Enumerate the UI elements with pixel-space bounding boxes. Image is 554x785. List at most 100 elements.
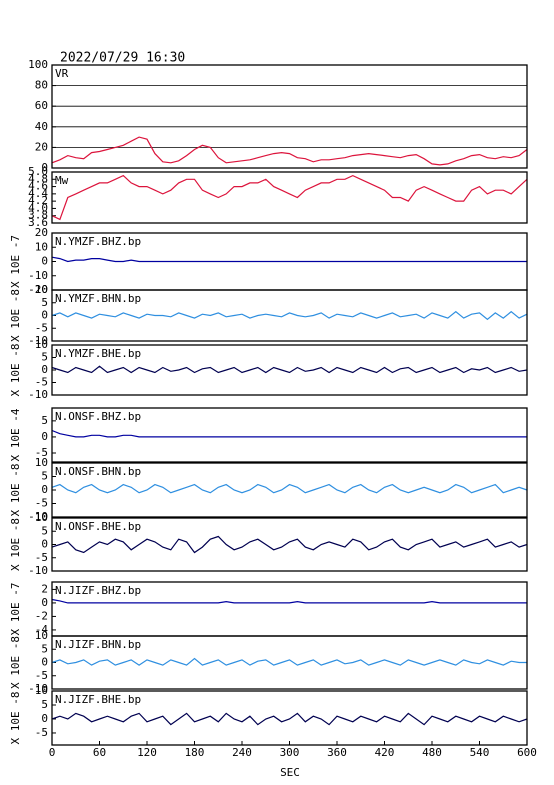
y-tick-label: 5	[41, 351, 48, 364]
panel-label: N.YMZF.BHN.bp	[55, 292, 141, 305]
panel-label: N.ONSF.BHN.bp	[55, 465, 141, 478]
panel-frame	[51, 407, 528, 463]
trace	[51, 174, 528, 221]
y-axis-label: X 10E -8	[9, 289, 22, 342]
y-axis-label: X 10E -7	[9, 235, 22, 288]
y-tick-label: 0	[41, 255, 48, 268]
trace	[51, 136, 528, 166]
panel-label: N.JIZF.BHN.bp	[55, 638, 141, 651]
y-tick-label: 0	[41, 430, 48, 443]
y-tick-label: -5	[35, 497, 48, 510]
trace	[51, 256, 527, 263]
y-tick-label: 40	[35, 120, 48, 133]
y-tick-label: 60	[35, 99, 48, 112]
trace	[51, 712, 528, 726]
x-tick-label: 300	[280, 746, 300, 759]
y-axis-label: X 10E -4	[9, 408, 22, 461]
panel-label: N.YMZF.BHE.bp	[55, 347, 141, 360]
x-tick-label: 60	[93, 746, 106, 759]
panel-label: N.JIZF.BHE.bp	[55, 693, 141, 706]
panel-label: N.ONSF.BHZ.bp	[55, 410, 141, 423]
x-tick-label: 540	[470, 746, 490, 759]
y-tick-label: 0	[41, 309, 48, 322]
trace	[51, 365, 528, 374]
y-tick-label: 4.2	[28, 194, 48, 207]
trace	[51, 657, 527, 666]
y-tick-label: 5.0	[28, 165, 48, 178]
y-tick-label: 5	[41, 296, 48, 309]
y-tick-label: 2	[41, 582, 48, 595]
panel-frame	[51, 635, 528, 690]
trace	[51, 429, 527, 438]
x-axis-label: SEC	[280, 766, 300, 779]
trace	[51, 535, 528, 554]
y-tick-label: -10	[28, 334, 48, 347]
panel-frame	[51, 462, 528, 518]
y-tick-label: -10	[28, 682, 48, 695]
y-tick-label: 80	[35, 79, 48, 92]
panel-label: Mw	[55, 174, 69, 187]
panel-label: N.JIZF.BHZ.bp	[55, 584, 141, 597]
panel-label: N.YMZF.BHZ.bp	[55, 235, 141, 248]
y-tick-label: 100	[28, 58, 48, 71]
y-tick-label: 20	[35, 140, 48, 153]
y-tick-label: 5	[41, 642, 48, 655]
y-tick-label: 10	[35, 240, 48, 253]
y-tick-label: 10	[35, 283, 48, 296]
panel-frame	[51, 517, 528, 572]
y-tick-label: -4	[35, 623, 49, 636]
panel-frame	[51, 289, 528, 342]
y-tick-label: -20	[28, 283, 48, 296]
y-tick-label: 4.0	[28, 201, 48, 214]
trace	[51, 483, 528, 494]
y-tick-label: 5	[41, 414, 48, 427]
x-tick-label: 420	[375, 746, 395, 759]
panel-frame	[51, 64, 528, 169]
y-tick-label: 10	[35, 456, 48, 469]
y-axis-label: X 10E -8	[9, 636, 22, 689]
x-tick-label: 120	[137, 746, 157, 759]
y-tick-label: 10	[35, 511, 48, 524]
panel-label: VR	[55, 67, 69, 80]
panel-frame	[51, 344, 528, 396]
y-tick-label: 5	[41, 698, 48, 711]
y-tick-label: -10	[28, 388, 48, 401]
y-tick-label: 0	[41, 538, 48, 551]
y-tick-label: -2	[35, 609, 48, 622]
y-tick-label: 0	[41, 363, 48, 376]
y-tick-label: 0	[41, 712, 48, 725]
x-tick-label: 600	[517, 746, 537, 759]
panel-frame	[51, 171, 528, 224]
x-tick-label: 180	[185, 746, 205, 759]
y-tick-label: -5	[35, 669, 48, 682]
y-tick-label: 4.4	[28, 187, 48, 200]
y-axis-label: X 10E -8	[9, 692, 22, 745]
y-tick-label: 10	[35, 629, 48, 642]
y-tick-label: 0	[41, 161, 48, 174]
x-tick-label: 360	[327, 746, 347, 759]
y-axis-label: X 10E -8	[9, 518, 22, 571]
y-tick-label: -5	[35, 551, 48, 564]
y-tick-label: 10	[35, 684, 48, 697]
y-tick-label: 5	[41, 470, 48, 483]
y-tick-label: -10	[28, 269, 48, 282]
x-tick-label: 240	[232, 746, 252, 759]
y-tick-label: 0	[41, 483, 48, 496]
y-tick-label: -5	[35, 446, 48, 459]
y-tick-label: -5	[35, 726, 48, 739]
y-axis-label: X 10E -7	[9, 583, 22, 636]
y-tick-label: -5	[35, 376, 48, 389]
x-tick-label: 480	[422, 746, 442, 759]
x-tick-label: 0	[49, 746, 56, 759]
panel-label: N.ONSF.BHE.bp	[55, 520, 141, 533]
chart-title: 2022/07/29 16:30	[60, 51, 185, 66]
y-tick-label: 10	[35, 338, 48, 351]
y-tick-label: 20	[35, 226, 48, 239]
trace	[51, 310, 528, 321]
y-tick-label: 3.8	[28, 209, 48, 222]
y-tick-label: 5	[41, 524, 48, 537]
y-tick-label: 3.6	[28, 216, 48, 229]
y-tick-label: -10	[28, 564, 48, 577]
